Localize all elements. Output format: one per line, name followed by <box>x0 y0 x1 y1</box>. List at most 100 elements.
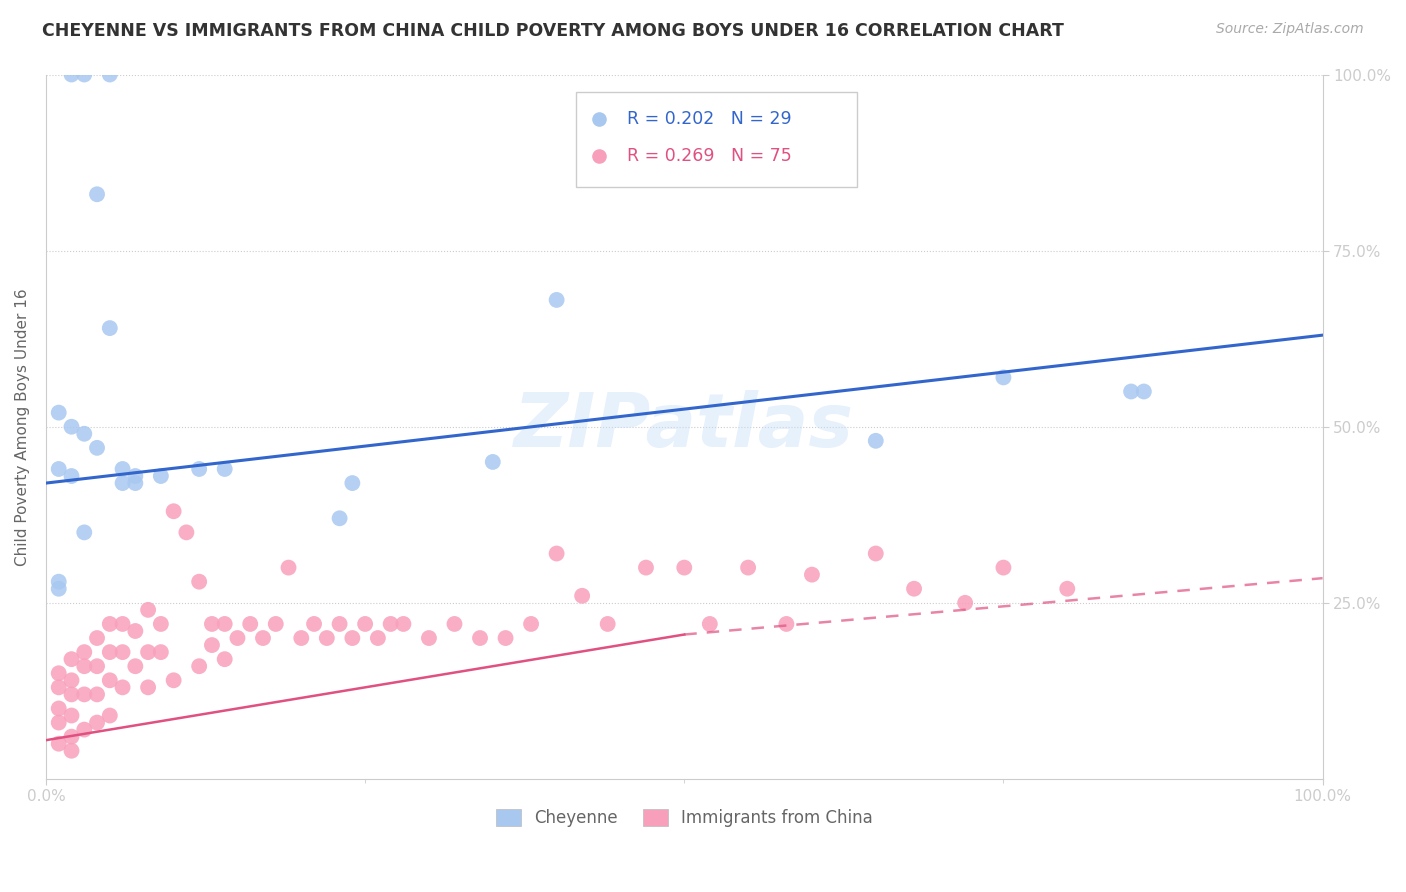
Point <box>546 547 568 561</box>
Point <box>60 419 83 434</box>
Point <box>188 462 211 476</box>
Point <box>73 525 96 540</box>
Point <box>98 616 121 631</box>
Point <box>48 681 70 695</box>
Text: Source: ZipAtlas.com: Source: ZipAtlas.com <box>1216 22 1364 37</box>
Point <box>60 744 83 758</box>
Point <box>252 631 274 645</box>
Point <box>111 462 134 476</box>
Text: CHEYENNE VS IMMIGRANTS FROM CHINA CHILD POVERTY AMONG BOYS UNDER 16 CORRELATION : CHEYENNE VS IMMIGRANTS FROM CHINA CHILD … <box>42 22 1064 40</box>
Point <box>380 616 402 631</box>
Point <box>342 631 364 645</box>
Point <box>699 616 721 631</box>
Point <box>60 687 83 701</box>
Point <box>588 112 610 126</box>
Point <box>392 616 415 631</box>
Point <box>315 631 337 645</box>
Point <box>162 504 184 518</box>
Point <box>86 441 108 455</box>
Point <box>775 616 797 631</box>
Point <box>329 616 352 631</box>
Point <box>495 631 517 645</box>
FancyBboxPatch shape <box>576 92 856 187</box>
Point <box>953 596 976 610</box>
Point <box>214 462 236 476</box>
Point <box>264 616 287 631</box>
Point <box>1056 582 1078 596</box>
Legend: Cheyenne, Immigrants from China: Cheyenne, Immigrants from China <box>489 803 880 834</box>
Point <box>865 547 887 561</box>
Point <box>418 631 440 645</box>
Point <box>60 730 83 744</box>
Point <box>673 560 696 574</box>
Point <box>149 469 172 483</box>
Point <box>60 652 83 666</box>
Point <box>86 187 108 202</box>
Point <box>48 666 70 681</box>
Point <box>86 687 108 701</box>
Point <box>111 681 134 695</box>
Point <box>290 631 312 645</box>
Point <box>111 476 134 491</box>
Point <box>86 659 108 673</box>
Point <box>86 631 108 645</box>
Point <box>1133 384 1156 399</box>
Point <box>73 687 96 701</box>
Point <box>48 715 70 730</box>
Text: ZIPatlas: ZIPatlas <box>515 390 855 463</box>
Point <box>443 616 465 631</box>
Point <box>73 659 96 673</box>
Point <box>993 370 1015 384</box>
Point <box>1119 384 1142 399</box>
Point <box>214 616 236 631</box>
Point <box>342 476 364 491</box>
Point <box>481 455 503 469</box>
Point <box>367 631 389 645</box>
Point <box>546 293 568 307</box>
Text: R = 0.269   N = 75: R = 0.269 N = 75 <box>627 146 792 164</box>
Point <box>634 560 657 574</box>
Point <box>73 426 96 441</box>
Point <box>48 737 70 751</box>
Point <box>48 701 70 715</box>
Point <box>48 574 70 589</box>
Point <box>98 673 121 688</box>
Point <box>149 616 172 631</box>
Point <box>73 645 96 659</box>
Point <box>124 624 146 638</box>
Point <box>98 708 121 723</box>
Point <box>302 616 325 631</box>
Point <box>149 645 172 659</box>
Point <box>124 476 146 491</box>
Point <box>737 560 759 574</box>
Point <box>239 616 262 631</box>
Point <box>86 715 108 730</box>
Point <box>329 511 352 525</box>
Point <box>596 616 619 631</box>
Point <box>993 560 1015 574</box>
Point <box>162 673 184 688</box>
Point <box>98 645 121 659</box>
Point <box>800 567 823 582</box>
Point <box>136 681 159 695</box>
Point <box>214 652 236 666</box>
Point <box>188 574 211 589</box>
Point <box>124 469 146 483</box>
Point <box>60 68 83 82</box>
Point <box>354 616 377 631</box>
Point <box>98 321 121 335</box>
Point <box>188 659 211 673</box>
Point <box>60 469 83 483</box>
Point <box>124 659 146 673</box>
Point <box>201 616 224 631</box>
Y-axis label: Child Poverty Among Boys Under 16: Child Poverty Among Boys Under 16 <box>15 288 30 566</box>
Point <box>865 434 887 448</box>
Point <box>48 462 70 476</box>
Point <box>226 631 249 645</box>
Point <box>73 68 96 82</box>
Point <box>73 723 96 737</box>
Point <box>201 638 224 652</box>
Point <box>588 148 610 162</box>
Point <box>468 631 491 645</box>
Point <box>111 645 134 659</box>
